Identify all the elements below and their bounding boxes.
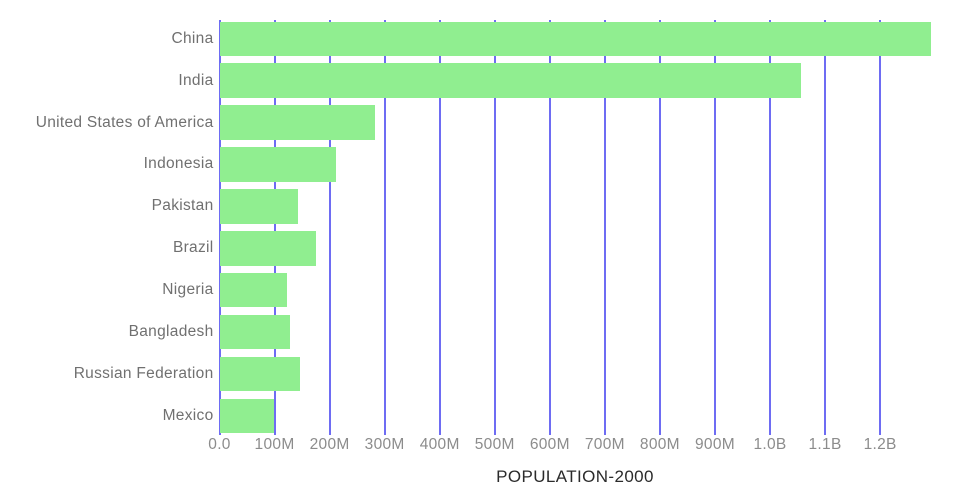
x-tick-label-200m: 200M: [309, 436, 350, 453]
x-tick-label-100m: 100M: [254, 436, 295, 453]
x-tick-label-500m: 500M: [474, 436, 515, 453]
gridline-300m: [383, 20, 386, 435]
category-label-pakistan: Pakistan: [151, 197, 214, 215]
gridline-800m: [658, 20, 661, 435]
category-label-mexico: Mexico: [162, 406, 214, 424]
gridline-600m: [548, 20, 551, 435]
x-tick-label-900m: 900M: [694, 436, 735, 453]
bar-nigeria: [219, 272, 288, 308]
gridline-0-0: [218, 20, 221, 435]
gridline-400m: [438, 20, 441, 435]
category-label-bangladesh: Bangladesh: [128, 323, 214, 341]
x-tick-label-700m: 700M: [584, 436, 625, 453]
x-tick-label-800m: 800M: [639, 436, 680, 453]
category-label-indonesia: Indonesia: [143, 155, 214, 173]
category-label-nigeria: Nigeria: [162, 281, 214, 299]
category-label-russian-federation: Russian Federation: [73, 364, 214, 382]
category-label-india: India: [178, 71, 214, 89]
bar-pakistan: [219, 189, 298, 224]
x-tick-label-0-0: 0.0: [208, 436, 231, 453]
x-tick-label-300m: 300M: [364, 436, 405, 453]
category-label-united-states-of-america: United States of America: [35, 113, 214, 131]
gridline-500m: [493, 20, 496, 435]
bar-bangladesh: [219, 314, 291, 350]
gridline-200m: [328, 20, 331, 435]
gridline-100m: [273, 20, 276, 435]
bar-russian-federation: [219, 356, 301, 392]
bar-brazil: [219, 231, 317, 266]
x-tick-label-400m: 400M: [419, 436, 460, 453]
bar-china: [219, 21, 931, 56]
x-tick-label-1-0b: 1.0B: [753, 436, 787, 453]
chart-title: POPULATION-2000: [496, 467, 654, 486]
bar-united-states-of-america: [219, 105, 375, 140]
x-tick-label-1-1b: 1.1B: [808, 436, 842, 453]
bar-indonesia: [219, 147, 337, 182]
gridline-900m: [713, 20, 716, 435]
x-tick-label-600m: 600M: [529, 436, 570, 453]
gridline-1-1b: [824, 20, 827, 435]
gridline-700m: [603, 20, 606, 435]
gridline-1-0b: [769, 20, 772, 435]
category-label-brazil: Brazil: [172, 239, 214, 257]
bar-mexico: [219, 398, 275, 434]
category-label-china: China: [171, 29, 214, 47]
bar-india: [219, 63, 802, 98]
x-tick-label-1-2b: 1.2B: [863, 436, 897, 453]
gridline-1-2b: [879, 20, 882, 435]
